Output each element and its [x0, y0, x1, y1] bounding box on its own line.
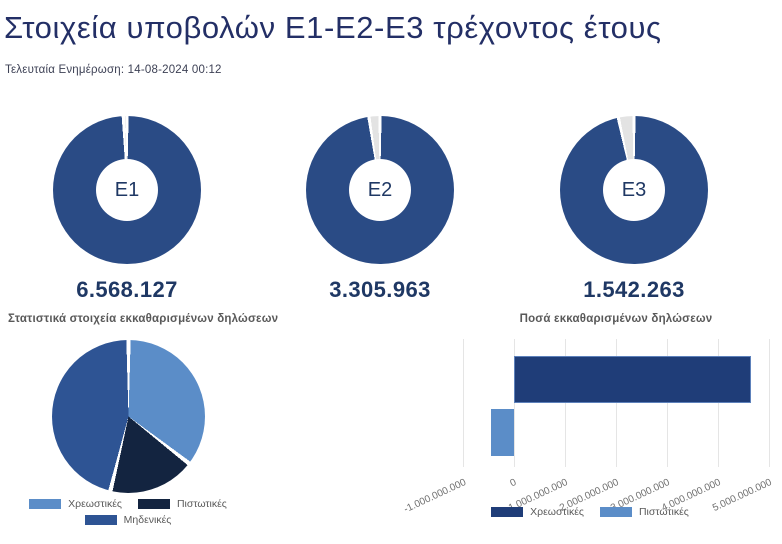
donut-chart-e1[interactable]: E1 — [53, 116, 201, 264]
legend-label-debit: Χρεωστικές — [68, 498, 122, 510]
legend-label-bar-credit: Πιστωτικές — [638, 506, 689, 518]
gridline — [718, 339, 719, 467]
donut-e2-value: 3.305.963 — [329, 277, 431, 302]
bar-series-credit[interactable] — [490, 408, 514, 456]
pie-legend-row-1: Χρεωστικές Πιστωτικές — [0, 498, 256, 510]
bar-chart-title: Ποσά εκκαθαρισμένων δηλώσεων — [519, 313, 713, 325]
legend-item-zero[interactable]: Μηδενικές — [84, 514, 172, 526]
donut-e3-center-label: E3 — [603, 159, 665, 221]
bar-credit-swatch-icon — [599, 507, 632, 517]
donut-block-e3: E3 1.542.263 — [560, 116, 708, 303]
page-title: Στοιχεία υποβολών Ε1-Ε2-Ε3 τρέχοντος έτο… — [4, 10, 662, 45]
x-axis-tick-label: 0 — [508, 477, 519, 490]
donut-e3-value: 1.542.263 — [583, 277, 685, 302]
donut-chart-e3[interactable]: E3 — [560, 116, 708, 264]
legend-label-credit: Πιστωτικές — [176, 498, 227, 510]
pie-legend-row-2: Μηδενικές — [0, 514, 256, 526]
pie-chart[interactable] — [52, 340, 205, 493]
debit-swatch-icon — [29, 499, 62, 509]
gridline — [565, 339, 566, 467]
last-update-timestamp: Τελευταία Ενημέρωση: 14-08-2024 00:12 — [5, 64, 222, 76]
donut-block-e1: E1 6.568.127 — [53, 116, 201, 303]
donut-e2-center-label: E2 — [349, 159, 411, 221]
gridline — [667, 339, 668, 467]
bar-plot[interactable] — [463, 339, 770, 467]
gridline — [769, 339, 770, 467]
bar-legend: Χρεωστικές Πιστωτικές — [440, 506, 740, 518]
legend-item-credit[interactable]: Πιστωτικές — [137, 498, 227, 510]
gridline — [514, 339, 515, 467]
legend-label-zero: Μηδενικές — [123, 514, 172, 526]
donut-block-e2: E2 3.305.963 — [306, 116, 454, 303]
legend-item-bar-debit[interactable]: Χρεωστικές — [491, 506, 584, 518]
donut-chart-e2[interactable]: E2 — [306, 116, 454, 264]
legend-label-bar-debit: Χρεωστικές — [530, 506, 584, 518]
pie-chart-title: Στατιστικά στοιχεία εκκαθαρισμένων δηλώσ… — [8, 313, 279, 325]
bar-debit-swatch-icon — [491, 507, 524, 517]
legend-item-debit[interactable]: Χρεωστικές — [29, 498, 122, 510]
donut-e1-value: 6.568.127 — [76, 277, 178, 302]
credit-swatch-icon — [137, 499, 170, 509]
gridline — [463, 339, 464, 467]
zero-swatch-icon — [84, 515, 117, 525]
gridline — [616, 339, 617, 467]
bar-series-debit[interactable] — [514, 356, 752, 403]
donut-e1-center-label: E1 — [96, 159, 158, 221]
legend-item-bar-credit[interactable]: Πιστωτικές — [599, 506, 689, 518]
